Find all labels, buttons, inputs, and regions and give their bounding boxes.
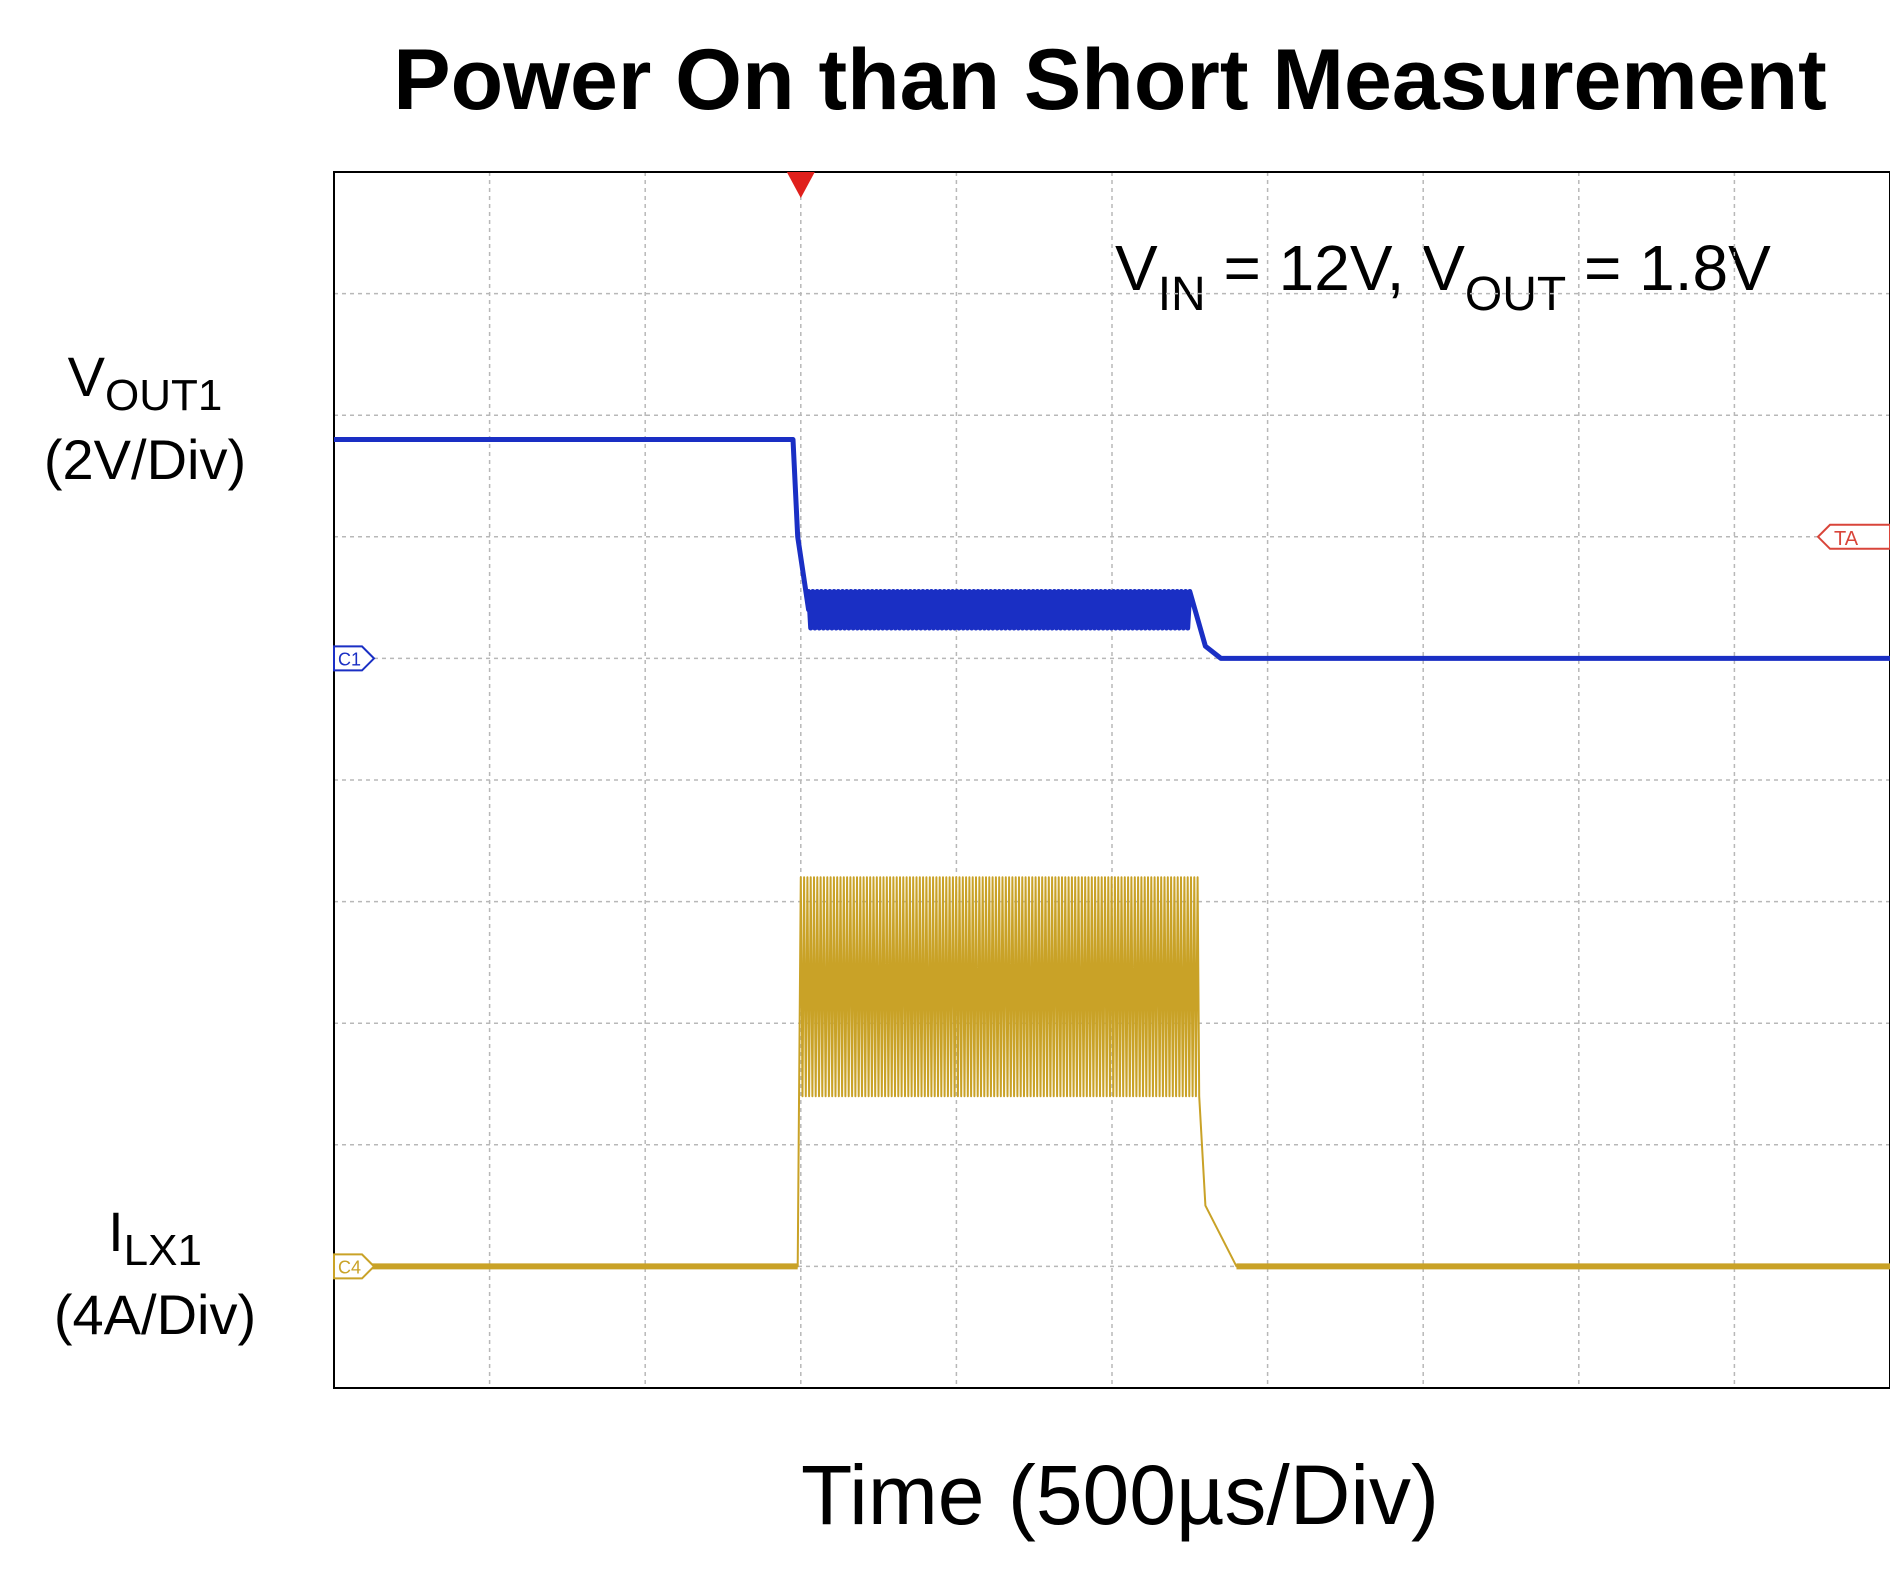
plot-frame (333, 171, 1890, 1389)
trigger-level-marker (1816, 523, 1890, 550)
vin-value: = 12V, (1205, 232, 1423, 304)
vin-symbol: V (1115, 232, 1158, 304)
vout1-trace (334, 437, 1890, 661)
ilx1-subscript: LX1 (123, 1226, 202, 1275)
ilx1-label: ILX1 (4A/Div) (30, 1200, 280, 1347)
vout1-channel-marker (333, 645, 376, 672)
trigger-level-label: TA (1834, 528, 1859, 550)
ilx1-scale: (4A/Div) (53, 1283, 257, 1346)
ilx1-trace (334, 876, 1890, 1268)
test-condition: VIN = 12V, VOUT = 1.8V (1115, 232, 1771, 331)
vin-subscript: IN (1157, 268, 1206, 321)
vout1-subscript: OUT1 (105, 371, 223, 420)
vout-symbol: V (1422, 232, 1465, 304)
ilx1-symbol: I (108, 1200, 124, 1263)
chart-title: Power On than Short Measurement (393, 32, 1827, 128)
vout-subscript: OUT (1464, 268, 1567, 321)
x-axis-label: Time (500µs/Div) (800, 1448, 1440, 1542)
markers: TA C1 C4 (333, 172, 1890, 1280)
vout1-symbol: V (67, 345, 105, 408)
vout-value: = 1.8V (1566, 232, 1771, 304)
trigger-position-marker (786, 172, 815, 198)
ilx1-channel-label: C4 (338, 1257, 361, 1277)
vout1-scale: (2V/Div) (43, 428, 247, 491)
grid (334, 172, 1890, 1388)
traces (334, 437, 1890, 1270)
vout1-channel-label: C1 (338, 649, 361, 669)
vout1-label: VOUT1 (2V/Div) (20, 345, 270, 492)
ilx1-channel-marker (333, 1253, 376, 1280)
